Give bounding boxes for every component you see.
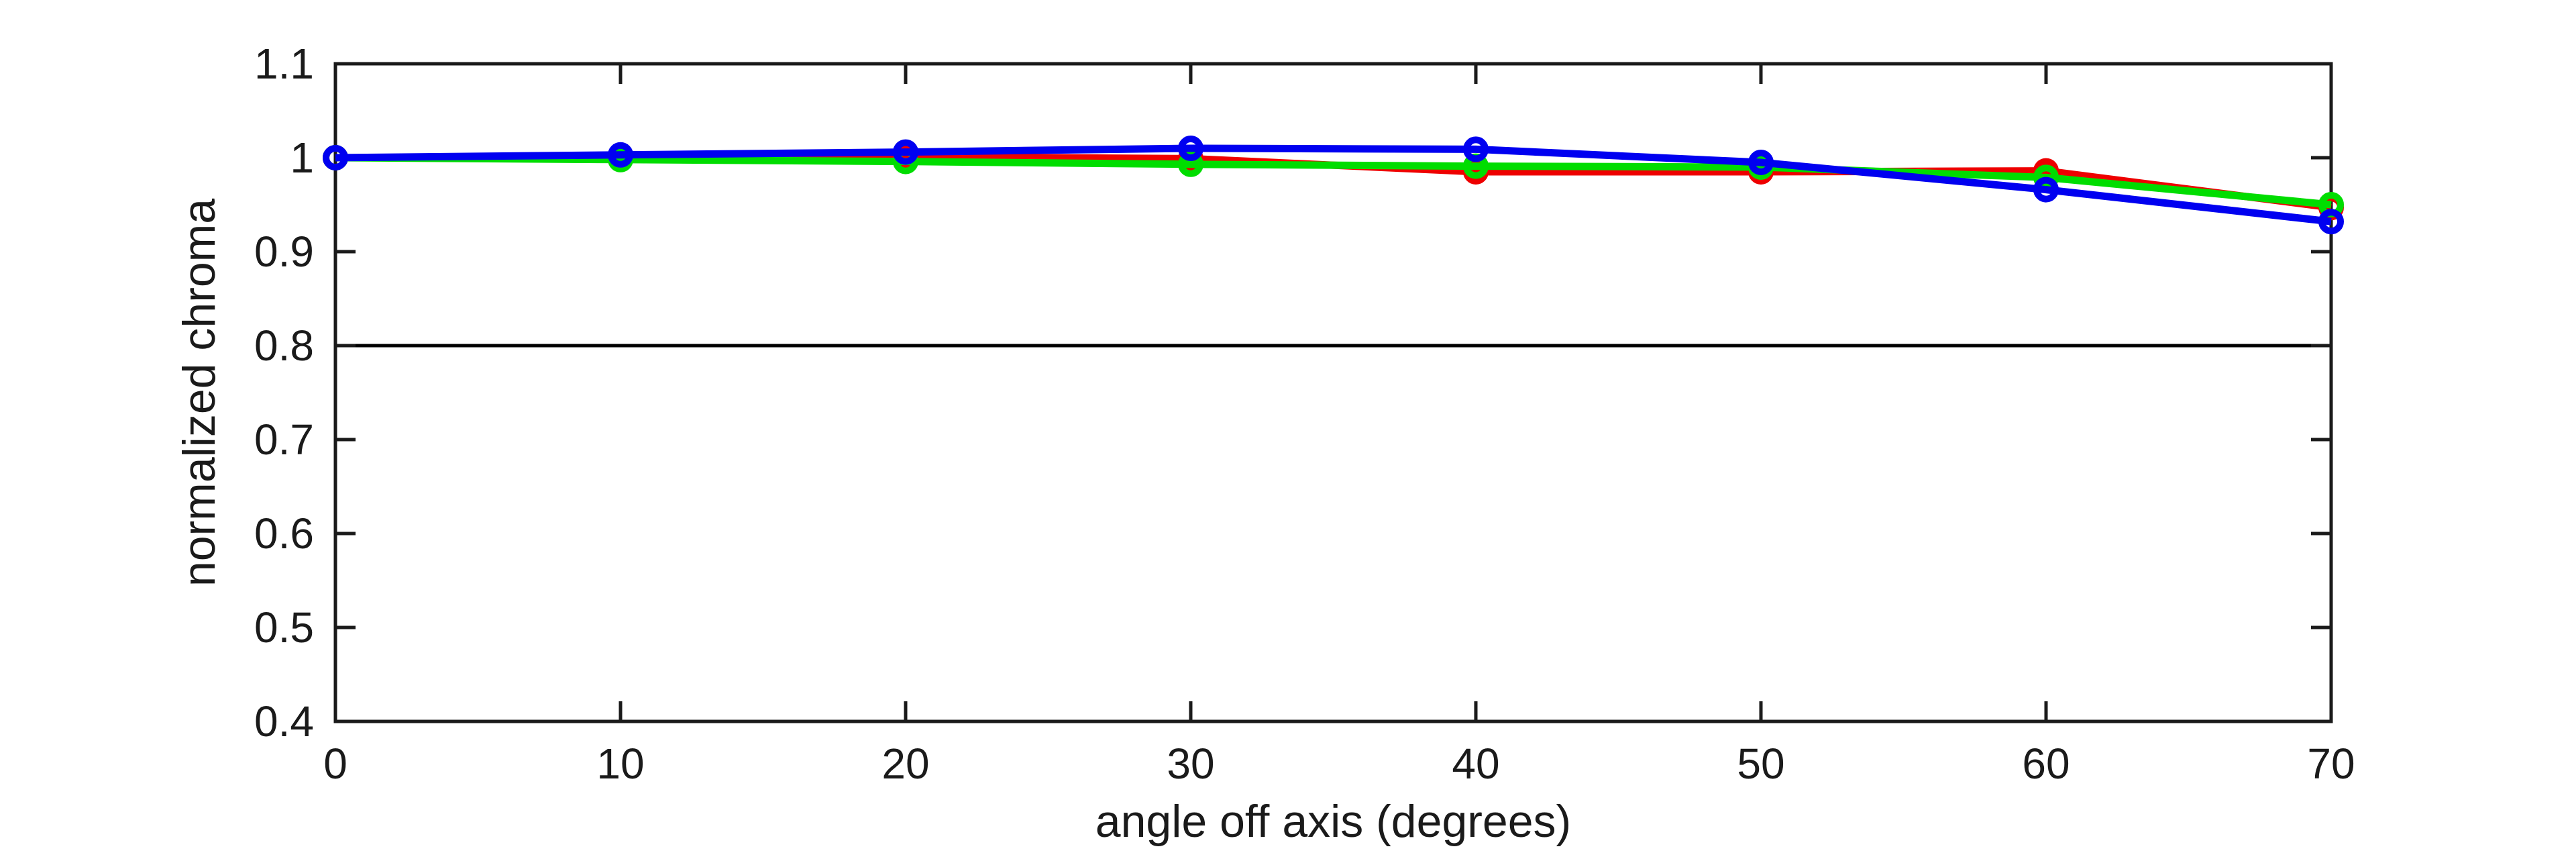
marker-blue [2318, 209, 2344, 235]
y-tick-label: 0.9 [254, 228, 314, 276]
marker-blue [608, 142, 633, 168]
x-tick-label: 40 [1452, 740, 1499, 788]
marker-blue [2033, 176, 2059, 203]
x-tick-label: 50 [1737, 740, 1784, 788]
y-tick-label: 0.5 [254, 603, 314, 652]
x-axis-label: angle off axis (degrees) [1095, 796, 1571, 847]
series-line-green [335, 154, 2332, 209]
x-tick-label: 70 [2307, 740, 2355, 788]
marker-blue [893, 139, 918, 165]
y-tick-label: 1.1 [254, 40, 314, 88]
marker-blue [1463, 136, 1489, 162]
x-tick-label: 0 [323, 740, 347, 788]
series-line-blue [335, 144, 2332, 225]
plot-border [333, 62, 2333, 723]
x-tick-label: 20 [881, 740, 929, 788]
marker-blue [1178, 136, 1203, 161]
y-tick-label: 0.8 [254, 321, 314, 370]
x-tick-label: 30 [1167, 740, 1214, 788]
x-tick-label: 60 [2022, 740, 2070, 788]
y-tick-label: 0.4 [254, 697, 314, 746]
y-axis-label: normalized chroma [174, 199, 225, 587]
y-tick-label: 0.7 [254, 415, 314, 464]
marker-blue [1748, 150, 1774, 175]
y-tick-label: 0.6 [254, 509, 314, 558]
y-tick-label: 1 [290, 134, 314, 182]
marker-blue [323, 145, 348, 170]
x-tick-label: 10 [596, 740, 644, 788]
